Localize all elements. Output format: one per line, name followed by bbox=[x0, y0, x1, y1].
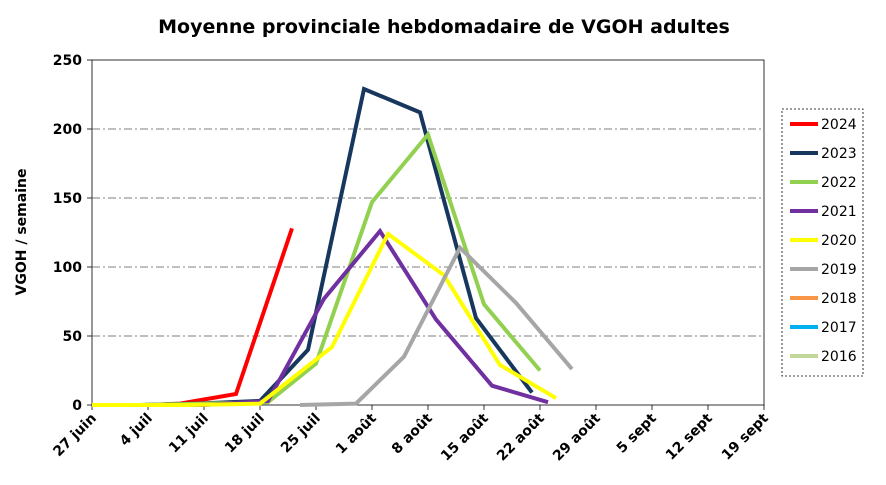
x-tick-label: 19 sept bbox=[719, 410, 772, 463]
legend-label-2021: 2021 bbox=[821, 204, 857, 220]
legend-label-2022: 2022 bbox=[821, 175, 857, 191]
legend-label-2024: 2024 bbox=[821, 117, 857, 133]
legend-label-2020: 2020 bbox=[821, 233, 857, 249]
y-tick-label: 100 bbox=[53, 260, 82, 276]
x-tick-label: 18 juil bbox=[222, 411, 268, 457]
y-tick-label: 200 bbox=[53, 122, 82, 138]
x-tick-label: 22 août bbox=[494, 410, 548, 464]
legend-label-2019: 2019 bbox=[821, 262, 857, 278]
x-tick-label: 1 août bbox=[333, 410, 380, 457]
legend-label-2023: 2023 bbox=[821, 146, 857, 162]
x-tick-label: 25 juil bbox=[278, 411, 324, 457]
grid-lines bbox=[92, 128, 764, 337]
y-tick-label: 50 bbox=[63, 329, 83, 345]
legend-label-2018: 2018 bbox=[821, 291, 857, 307]
x-tick-label: 15 août bbox=[438, 410, 492, 464]
x-tick-label: 12 sept bbox=[663, 410, 716, 463]
x-tick-label: 8 août bbox=[389, 410, 436, 457]
x-tick-label: 27 juin bbox=[50, 411, 99, 460]
y-tick-label: 150 bbox=[53, 191, 82, 207]
legend: 2024 2023 2022 2021 2020 2019 2018 2017 2016 bbox=[781, 108, 864, 377]
y-tick-label: 250 bbox=[53, 53, 82, 69]
x-tick-label: 4 juil bbox=[117, 411, 156, 450]
legend-label-2017: 2017 bbox=[821, 320, 857, 336]
x-tick-label: 11 juil bbox=[166, 411, 212, 457]
y-axis-ticks: 0 50 100 150 200 250 bbox=[53, 53, 92, 414]
x-tick-label: 5 sept bbox=[614, 410, 660, 456]
chart-title: Moyenne provinciale hebdomadaire de VGOH… bbox=[158, 16, 730, 38]
series-lines bbox=[92, 86, 574, 407]
x-axis-ticks: 27 juin 4 juil 11 juil 18 juil 25 juil 1 août… bbox=[50, 405, 772, 464]
x-tick-label: 29 août bbox=[550, 410, 604, 464]
series-line-2019 bbox=[299, 244, 574, 407]
y-axis-label: VGOH / semaine bbox=[14, 169, 30, 296]
y-tick-label: 0 bbox=[72, 398, 82, 414]
plot-area bbox=[91, 59, 765, 406]
series-line-2020 bbox=[92, 230, 558, 407]
legend-label-2016: 2016 bbox=[821, 349, 857, 365]
